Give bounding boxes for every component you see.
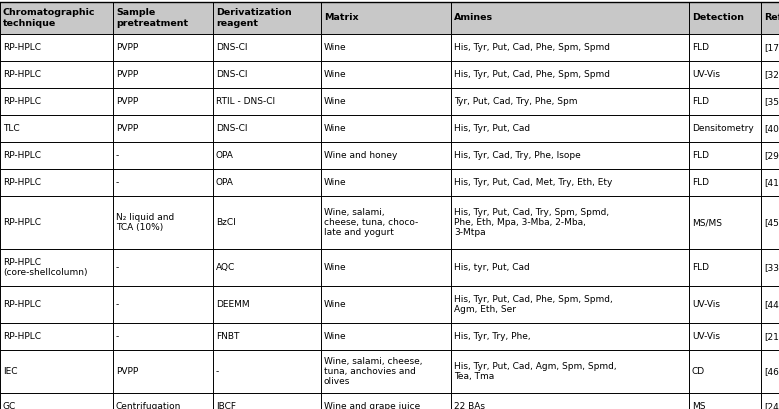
Text: His, Tyr, Put, Cad, Try, Spm, Spmd,
Phe, Eth, Mpa, 3-Mba, 2-Mba,
3-Mtpa: His, Tyr, Put, Cad, Try, Spm, Spmd, Phe,… — [454, 208, 609, 237]
Text: Amines: Amines — [454, 13, 493, 22]
Text: -: - — [216, 367, 219, 376]
Text: His, Tyr, Put, Cad, Phe, Spm, Spmd: His, Tyr, Put, Cad, Phe, Spm, Spmd — [454, 70, 610, 79]
Text: [24]: [24] — [764, 402, 779, 409]
Text: Centrifugation: Centrifugation — [116, 402, 182, 409]
Text: [35]: [35] — [764, 97, 779, 106]
Text: IBCF: IBCF — [216, 402, 236, 409]
Text: UV-Vis: UV-Vis — [692, 300, 720, 309]
Text: DNS-Cl: DNS-Cl — [216, 124, 248, 133]
Text: AQC: AQC — [216, 263, 235, 272]
Text: FLD: FLD — [692, 151, 709, 160]
Text: CD: CD — [692, 367, 705, 376]
Text: [17]: [17] — [764, 43, 779, 52]
Text: MS/MS: MS/MS — [692, 218, 722, 227]
Text: RP-HPLC: RP-HPLC — [3, 97, 41, 106]
Text: PVPP: PVPP — [116, 124, 138, 133]
Text: [33]: [33] — [764, 263, 779, 272]
Text: [29]: [29] — [764, 151, 779, 160]
Text: RP-HPLC: RP-HPLC — [3, 178, 41, 187]
Text: BzCl: BzCl — [216, 218, 236, 227]
Text: N₂ liquid and
TCA (10%): N₂ liquid and TCA (10%) — [116, 213, 174, 232]
Text: His, Tyr, Put, Cad, Phe, Spm, Spmd,
Agm, Eth, Ser: His, Tyr, Put, Cad, Phe, Spm, Spmd, Agm,… — [454, 295, 613, 314]
Text: RTIL - DNS-Cl: RTIL - DNS-Cl — [216, 97, 275, 106]
Text: PVPP: PVPP — [116, 70, 138, 79]
Text: RP-HPLC
(core-shellcolumn): RP-HPLC (core-shellcolumn) — [3, 258, 87, 277]
Text: Tyr, Put, Cad, Try, Phe, Spm: Tyr, Put, Cad, Try, Phe, Spm — [454, 97, 577, 106]
Text: His, Tyr, Cad, Try, Phe, Isope: His, Tyr, Cad, Try, Phe, Isope — [454, 151, 581, 160]
Text: -: - — [116, 151, 119, 160]
Text: DNS-Cl: DNS-Cl — [216, 43, 248, 52]
Text: RP-HPLC: RP-HPLC — [3, 70, 41, 79]
Text: OPA: OPA — [216, 178, 234, 187]
Text: Wine and grape juice: Wine and grape juice — [324, 402, 420, 409]
Text: PVPP: PVPP — [116, 367, 138, 376]
Text: [40]: [40] — [764, 124, 779, 133]
Text: His, Tyr, Put, Cad: His, Tyr, Put, Cad — [454, 124, 530, 133]
Text: Wine: Wine — [324, 70, 347, 79]
Text: Chromatographic
technique: Chromatographic technique — [3, 9, 96, 27]
Text: Wine: Wine — [324, 97, 347, 106]
Text: Wine and honey: Wine and honey — [324, 151, 397, 160]
Text: MS: MS — [692, 402, 706, 409]
Text: FLD: FLD — [692, 43, 709, 52]
Text: -: - — [116, 300, 119, 309]
Text: Detection: Detection — [692, 13, 744, 22]
Text: Wine: Wine — [324, 43, 347, 52]
Text: Wine, salami,
cheese, tuna, choco-
late and yogurt: Wine, salami, cheese, tuna, choco- late … — [324, 208, 418, 237]
Text: Wine: Wine — [324, 263, 347, 272]
Text: His, Tyr, Put, Cad, Met, Try, Eth, Ety: His, Tyr, Put, Cad, Met, Try, Eth, Ety — [454, 178, 612, 187]
Text: UV-Vis: UV-Vis — [692, 332, 720, 341]
Text: Derivatization
reagent: Derivatization reagent — [216, 9, 292, 27]
Text: DEEMM: DEEMM — [216, 300, 249, 309]
Text: Wine: Wine — [324, 332, 347, 341]
Text: Wine: Wine — [324, 300, 347, 309]
Text: His, Tyr, Try, Phe,: His, Tyr, Try, Phe, — [454, 332, 530, 341]
Text: Wine, salami, cheese,
tuna, anchovies and
olives: Wine, salami, cheese, tuna, anchovies an… — [324, 357, 422, 386]
Text: Wine: Wine — [324, 124, 347, 133]
Text: [45]: [45] — [764, 218, 779, 227]
Text: [41]: [41] — [764, 178, 779, 187]
Text: RP-HPLC: RP-HPLC — [3, 218, 41, 227]
Text: Wine: Wine — [324, 178, 347, 187]
Text: FLD: FLD — [692, 178, 709, 187]
Text: Sample
pretreatment: Sample pretreatment — [116, 9, 188, 27]
Text: -: - — [116, 263, 119, 272]
Text: His, Tyr, Put, Cad, Agm, Spm, Spmd,
Tea, Tma: His, Tyr, Put, Cad, Agm, Spm, Spmd, Tea,… — [454, 362, 617, 381]
Text: RP-HPLC: RP-HPLC — [3, 151, 41, 160]
Text: -: - — [116, 332, 119, 341]
Text: FNBT: FNBT — [216, 332, 239, 341]
Text: [44]: [44] — [764, 300, 779, 309]
Text: RP-HPLC: RP-HPLC — [3, 43, 41, 52]
Text: His, Tyr, Put, Cad, Phe, Spm, Spmd: His, Tyr, Put, Cad, Phe, Spm, Spmd — [454, 43, 610, 52]
Text: RP-HPLC: RP-HPLC — [3, 332, 41, 341]
Text: UV-Vis: UV-Vis — [692, 70, 720, 79]
Text: OPA: OPA — [216, 151, 234, 160]
Text: 22 BAs: 22 BAs — [454, 402, 485, 409]
Text: FLD: FLD — [692, 263, 709, 272]
Text: PVPP: PVPP — [116, 43, 138, 52]
Text: [32]: [32] — [764, 70, 779, 79]
Text: [46]: [46] — [764, 367, 779, 376]
Text: FLD: FLD — [692, 97, 709, 106]
Text: Densitometry: Densitometry — [692, 124, 754, 133]
Bar — [0, 2, 779, 34]
Text: PVPP: PVPP — [116, 97, 138, 106]
Text: RP-HPLC: RP-HPLC — [3, 300, 41, 309]
Text: GC: GC — [3, 402, 16, 409]
Text: IEC: IEC — [3, 367, 17, 376]
Text: DNS-Cl: DNS-Cl — [216, 70, 248, 79]
Text: Ref: Ref — [764, 13, 779, 22]
Text: -: - — [116, 178, 119, 187]
Text: His, tyr, Put, Cad: His, tyr, Put, Cad — [454, 263, 530, 272]
Text: Matrix: Matrix — [324, 13, 358, 22]
Text: [21]: [21] — [764, 332, 779, 341]
Text: TLC: TLC — [3, 124, 19, 133]
